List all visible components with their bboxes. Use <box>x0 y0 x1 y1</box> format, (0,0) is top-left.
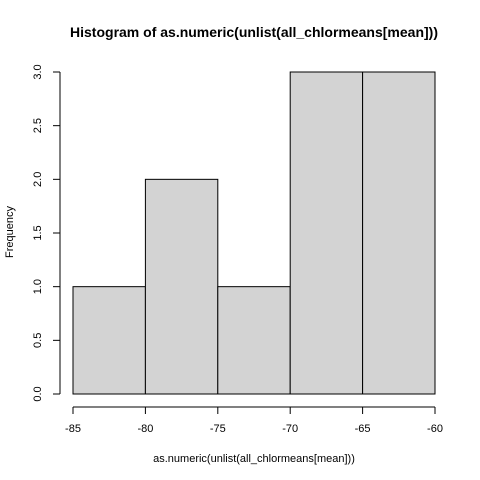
x-tick-label: -85 <box>65 423 81 435</box>
y-tick-label: 1.0 <box>32 279 44 294</box>
y-tick-label: 0.0 <box>32 386 44 401</box>
histogram-bar <box>218 287 290 394</box>
bars-group <box>73 72 435 394</box>
y-axis: 0.0 0.5 1.0 1.5 2.0 2.5 3.0 <box>32 64 60 401</box>
x-tick-label: -70 <box>282 423 298 435</box>
histogram-bar <box>145 179 217 394</box>
histogram-bar <box>363 72 435 394</box>
y-tick-label: 2.0 <box>32 172 44 187</box>
y-tick-label: 2.5 <box>32 118 44 133</box>
y-tick-label: 1.5 <box>32 225 44 240</box>
x-tick-label: -65 <box>355 423 371 435</box>
x-tick-label: -80 <box>137 423 153 435</box>
x-axis: -85 -80 -75 -70 -65 -60 <box>65 407 443 435</box>
y-tick-label: 3.0 <box>32 64 44 79</box>
y-tick-label: 0.5 <box>32 333 44 348</box>
chart-title: Histogram of as.numeric(unlist(all_chlor… <box>70 24 438 40</box>
histogram-bar <box>73 287 145 394</box>
histogram-bar <box>290 72 362 394</box>
y-axis-label: Frequency <box>4 206 16 258</box>
x-tick-label: -75 <box>210 423 226 435</box>
x-tick-label: -60 <box>427 423 443 435</box>
x-axis-label: as.numeric(unlist(all_chlormeans[mean])) <box>153 453 355 465</box>
